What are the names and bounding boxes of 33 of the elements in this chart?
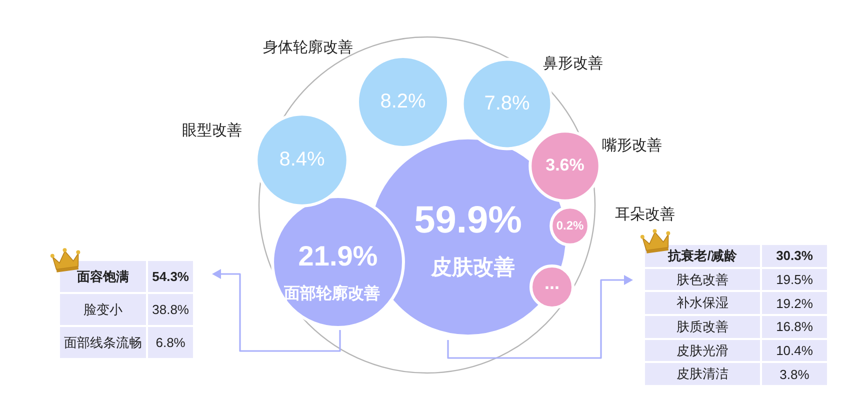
category-label: 皮肤清洁 [645,363,760,386]
data-label: 19.2% [762,292,827,314]
category-label: 耳朵改善 [615,206,675,224]
data-label: 8.4% [279,148,326,171]
data-label: 6.8% [148,327,193,358]
category-label: 补水保湿 [645,292,760,314]
data-label: 21.9% [298,240,378,272]
data-label: 16.8% [762,316,827,338]
category-label: 脸变小 [60,294,146,325]
data-label: 0.2% [556,218,584,232]
data-label: 30.3% [762,245,827,267]
category-label: 皮肤光滑 [645,340,760,362]
data-label: 10.4% [762,340,827,362]
category-label: 面部线条流畅 [60,327,146,358]
category-label: 肤质改善 [645,316,760,338]
data-label: 19.5% [762,268,827,290]
category-label: 眼型改善 [182,122,242,140]
data-label: 38.8% [148,294,193,325]
data-label: ... [544,272,560,293]
category-label: 面容饱满 [60,261,146,292]
data-label: 7.8% [484,92,530,115]
category-label: 肤色改善 [645,268,760,290]
category-label: 鼻形改善 [543,55,603,72]
category-label: 面部轮廓改善 [283,283,380,302]
data-label: 8.2% [380,90,426,113]
data-label: 59.9% [414,199,522,242]
data-label: 3.6% [546,156,584,175]
data-label: 3.8% [762,363,827,386]
category-label: 身体轮廓改善 [263,39,353,56]
category-label: 皮肤改善 [430,254,515,279]
category-label: 抗衰老/减龄 [645,245,760,267]
data-label: 54.3% [148,261,193,292]
category-label: 嘴形改善 [602,137,662,154]
